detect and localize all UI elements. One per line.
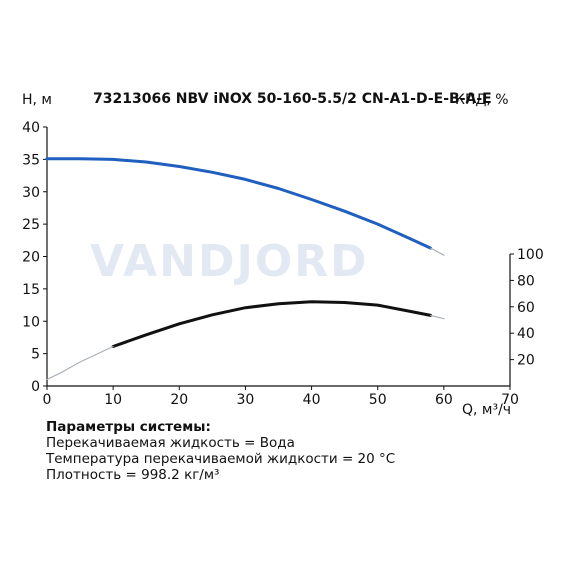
y2-axis-title: КПД, % [455, 92, 509, 108]
y-tick-label: 5 [31, 347, 40, 363]
params-line-density: Плотность = 998.2 кг/м³ [46, 467, 220, 483]
y2-tick-label: 20 [517, 353, 535, 369]
y2-tick-label: 100 [517, 247, 544, 263]
x-tick-label: 30 [237, 392, 255, 408]
system-parameters: Параметры системы: Перекачиваемая жидкос… [46, 419, 395, 483]
x-tick-label: 10 [104, 392, 122, 408]
head-extension-line [430, 247, 445, 256]
y2-tick-label: 80 [517, 273, 535, 289]
y-tick-label: 25 [22, 217, 40, 233]
y-tick-label: 15 [22, 282, 40, 298]
y2-tick-label: 40 [517, 326, 535, 342]
x-tick-label: 50 [369, 392, 387, 408]
y-tick-label: 10 [22, 314, 40, 330]
x-tick-label: 20 [170, 392, 188, 408]
y-tick-label: 30 [22, 185, 40, 201]
efficiency-extension-line [46, 345, 114, 381]
efficiency-operating-line [111, 300, 433, 348]
params-line-fluid: Перекачиваемая жидкость = Вода [46, 435, 295, 451]
efficiency-extension-end-line [430, 314, 445, 320]
x-tick-label: 40 [303, 392, 321, 408]
x-tick-label: 0 [43, 392, 52, 408]
watermark: VANDJORD [90, 236, 369, 287]
params-line-temperature: Температура перекачиваемой жидкости = 20… [46, 451, 396, 467]
y-axis-title: H, м [22, 92, 52, 108]
chart-title: 73213066 NBV iNOX 50-160-5.5/2 CN-A1-D-E… [93, 91, 492, 107]
y-tick-label: 35 [22, 152, 40, 168]
y2-tick-label: 60 [517, 300, 535, 316]
x-tick-label: 70 [501, 392, 519, 408]
x-axis-title: Q, м³/ч [462, 402, 511, 418]
series-group [45, 157, 445, 381]
y-tick-label: 20 [22, 250, 40, 266]
params-header: Параметры системы: [46, 419, 211, 435]
y-tick-label: 40 [22, 120, 40, 136]
y-tick-label: 0 [31, 379, 40, 395]
x-tick-label: 60 [435, 392, 453, 408]
head-operating-line [45, 157, 433, 250]
axis-ticks: 0 10 20 30 40 50 60 70 0 5 10 15 20 25 30 35 40 20 40 60 80 1… [22, 120, 544, 408]
